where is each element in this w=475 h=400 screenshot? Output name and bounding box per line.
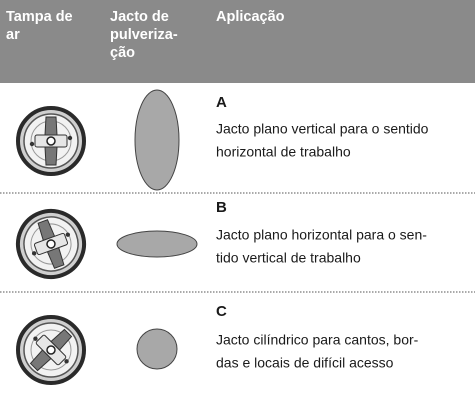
header-cell: Jacto de bbox=[110, 9, 169, 25]
description: Jacto plano vertical para o sentido bbox=[216, 121, 429, 137]
spray-shape bbox=[134, 89, 180, 191]
row-letter: A bbox=[216, 94, 227, 111]
header-cell: Tampa de bbox=[6, 9, 73, 25]
header-cell: ção bbox=[110, 45, 135, 61]
row-letter: B bbox=[216, 199, 227, 216]
header-cell: Aplicação bbox=[216, 9, 285, 25]
description: Jacto plano horizontal para o sen- bbox=[216, 227, 427, 243]
cap-icon bbox=[4, 303, 97, 396]
cap-icon bbox=[16, 106, 86, 176]
description: Jacto cilíndrico para cantos, bor- bbox=[216, 332, 419, 348]
spray-shape bbox=[116, 230, 198, 258]
description: das e locais de difícil acesso bbox=[216, 355, 394, 371]
description: tido vertical de trabalho bbox=[216, 250, 361, 266]
header-cell: pulveriza- bbox=[110, 27, 178, 43]
cap-icon bbox=[6, 199, 96, 289]
description: horizontal de trabalho bbox=[216, 144, 351, 160]
header-band bbox=[0, 0, 475, 83]
row-letter: C bbox=[216, 303, 227, 320]
spray-shape bbox=[136, 328, 178, 370]
header-cell: ar bbox=[6, 27, 20, 43]
